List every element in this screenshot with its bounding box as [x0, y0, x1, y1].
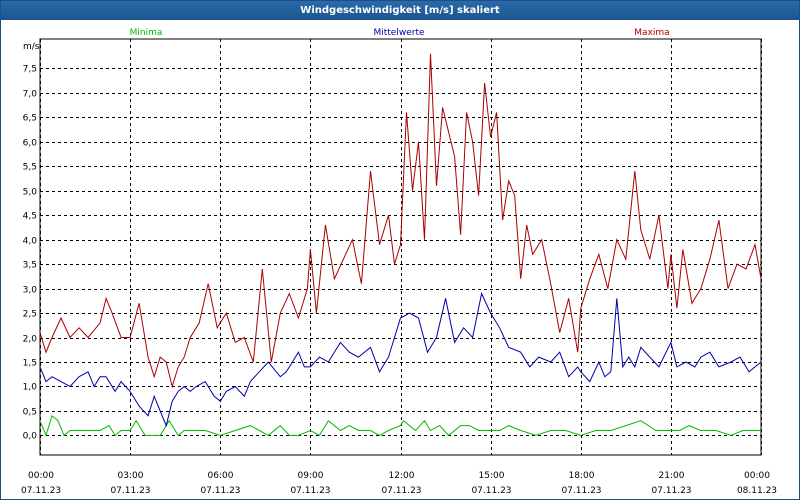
y-tick-label: 4,5 — [23, 212, 37, 222]
y-tick-label: 7,0 — [23, 90, 38, 100]
legend-item-maxima: Maxima — [634, 28, 669, 38]
y-tick-label: 0,0 — [23, 432, 38, 442]
window-title: Windgeschwindigkeit [m/s] skaliert — [1, 1, 799, 20]
x-tick-date: 07.11.23 — [21, 486, 61, 496]
series-lines — [39, 53, 762, 437]
plot-frame — [39, 38, 762, 456]
x-tick-time: 15:00 — [479, 471, 505, 481]
x-tick-time: 00:00 — [744, 471, 770, 481]
series-line-mittelwerte — [39, 291, 762, 428]
y-tick-label: 2,5 — [23, 310, 37, 320]
y-tick-label: 5,5 — [23, 163, 37, 173]
legend: Minima Mittelwerte Maxima — [130, 28, 670, 38]
y-tick-label: 3,5 — [23, 261, 37, 271]
y-tick-label: 7,5 — [23, 65, 37, 75]
axis-labels: 0,0 0,5 1,0 1,5 2,0 2,5 3,0 3,5 4,0 4,5 5,0 5,5 6,0 6… — [21, 65, 777, 497]
x-tick-time: 18:00 — [569, 471, 595, 481]
y-axis-label: m/s — [23, 42, 40, 52]
x-tick-time: 03:00 — [118, 471, 144, 481]
legend-item-minima: Minima — [130, 28, 163, 38]
grid-lines — [40, 39, 762, 455]
x-tick-date: 07.11.23 — [381, 486, 421, 496]
y-tick-label: 0,5 — [23, 408, 37, 418]
x-tick-date: 07.11.23 — [651, 486, 691, 496]
y-tick-label: 1,5 — [23, 359, 37, 369]
y-tick-label: 2,0 — [23, 335, 38, 345]
x-tick-date: 07.11.23 — [110, 486, 150, 496]
x-tick-date: 07.11.23 — [561, 486, 601, 496]
x-tick-time: 21:00 — [659, 471, 685, 481]
y-tick-label: 3,0 — [23, 286, 38, 296]
x-tick-date: 07.11.23 — [471, 486, 511, 496]
x-tick-date: 07.11.23 — [200, 486, 240, 496]
y-tick-label: 4,0 — [23, 237, 38, 247]
y-tick-label: 1,0 — [23, 383, 38, 393]
y-tick-label: 5,0 — [23, 188, 38, 198]
y-tick-label: 6,5 — [23, 114, 37, 124]
x-tick-time: 06:00 — [208, 471, 234, 481]
y-tick-label: 6,0 — [23, 139, 38, 149]
series-line-maxima — [39, 53, 762, 389]
x-tick-time: 00:00 — [28, 471, 54, 481]
legend-item-mittelwerte: Mittelwerte — [373, 28, 424, 38]
series-line-minima — [39, 414, 761, 437]
x-tick-time: 09:00 — [298, 471, 324, 481]
x-tick-date: 07.11.23 — [290, 486, 330, 496]
x-tick-time: 12:00 — [389, 471, 415, 481]
x-tick-date: 08.11.23 — [737, 486, 777, 496]
